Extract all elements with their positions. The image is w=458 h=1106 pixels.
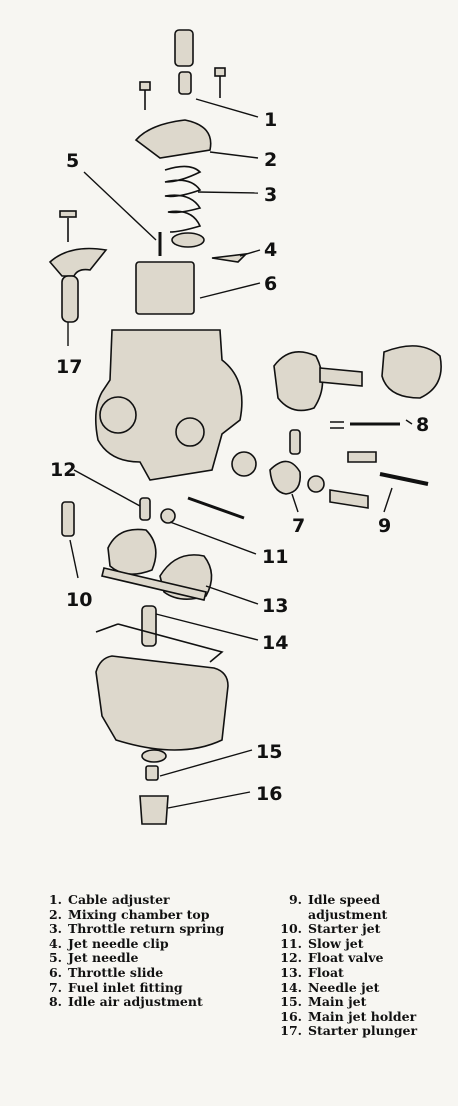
legend-right-column: 9. Idle speed adjustment 10. Starter jet 1… <box>268 892 453 1039</box>
legend-left-column: 1. Cable adjuster 2. Mixing chamber top 3.… <box>28 892 233 1010</box>
legend-number: 15. <box>280 994 302 1010</box>
callout-13: 13 <box>262 595 288 617</box>
carburetor-exploded-diagram: 1 2 3 4 5 6 7 8 9 10 11 12 13 14 15 16 1… <box>48 29 442 825</box>
leader-lines <box>67 98 413 809</box>
legend-label: Fuel inlet fitting <box>68 979 183 995</box>
legend-item: 6. Throttle slide <box>28 964 233 981</box>
legend-item: 14. Needle jet <box>268 979 453 996</box>
legend-item: 3. Throttle return spring <box>28 922 233 937</box>
legend-number: 10. <box>280 921 302 937</box>
legend-item: 9. Idle speed adjustment <box>268 892 453 922</box>
legend-item: 4. Jet needle clip <box>28 935 233 952</box>
callout-1: 1 <box>264 109 277 131</box>
legend-label: Idle air adjustment <box>68 994 203 1010</box>
callout-15: 15 <box>256 741 282 763</box>
legend-number: 14. <box>280 979 302 995</box>
legend-number: 8. <box>48 994 62 1010</box>
legend-label: Jet needle <box>68 950 139 966</box>
legend-label: Slow jet <box>308 935 364 951</box>
callout-numbers: 1 2 3 4 5 6 7 8 9 10 11 12 13 14 15 16 1… <box>50 109 429 805</box>
callout-6: 6 <box>264 273 277 295</box>
legend-label: Float <box>308 964 344 980</box>
legend-label: Float valve <box>308 950 384 966</box>
legend-label: Mixing chamber top <box>68 906 210 922</box>
legend-number: 7. <box>48 979 62 995</box>
legend-number: 5. <box>48 950 62 966</box>
legend-item: 16. Main jet holder <box>268 1008 453 1025</box>
legend-label: Cable adjuster <box>68 892 170 907</box>
legend-number: 17. <box>280 1023 302 1039</box>
legend-label: Main jet holder <box>308 1008 417 1024</box>
legend-label: Main jet <box>308 994 367 1010</box>
legend-number: 3. <box>48 921 62 937</box>
legend-item: 15. Main jet <box>268 995 453 1010</box>
legend-item: 2. Mixing chamber top <box>28 906 233 923</box>
callout-7: 7 <box>292 515 305 537</box>
legend-item: 1. Cable adjuster <box>28 892 233 908</box>
legend-label: Starter plunger <box>308 1023 418 1039</box>
legend-item: 11. Slow jet <box>268 935 453 952</box>
callout-14: 14 <box>262 632 288 654</box>
legend-number: 4. <box>48 935 62 951</box>
legend-item: 5. Jet needle <box>28 951 233 966</box>
part-drawings <box>48 29 442 825</box>
legend-label: Needle jet <box>308 979 380 995</box>
callout-5: 5 <box>66 150 79 172</box>
legend-item: 12. Float valve <box>268 951 453 966</box>
legend-number: 13. <box>280 964 302 980</box>
callout-17: 17 <box>56 356 82 378</box>
callout-3: 3 <box>264 184 277 206</box>
legend-item: 13. Float <box>268 964 453 981</box>
legend-label: Throttle return spring <box>68 921 225 937</box>
legend-label: Jet needle clip <box>68 935 169 951</box>
callout-2: 2 <box>264 149 277 171</box>
legend-number: 2. <box>48 906 62 922</box>
legend-number: 11. <box>280 935 302 951</box>
legend-item: 8. Idle air adjustment <box>28 995 233 1010</box>
legend-label: Idle speed adjustment <box>308 892 388 922</box>
callout-11: 11 <box>262 546 288 568</box>
legend-number: 6. <box>48 964 62 980</box>
callout-9: 9 <box>378 515 391 537</box>
callout-4: 4 <box>264 239 277 261</box>
legend-number: 1. <box>48 892 62 907</box>
legend-number: 12. <box>280 950 302 966</box>
callout-10: 10 <box>66 589 92 611</box>
legend-label: Starter jet <box>308 921 381 937</box>
legend-label: Throttle slide <box>68 964 164 980</box>
callout-8: 8 <box>416 414 429 436</box>
callout-12: 12 <box>50 459 76 481</box>
legend-item: 7. Fuel inlet fitting <box>28 979 233 996</box>
legend-number: 16. <box>280 1008 302 1024</box>
legend-item: 17. Starter plunger <box>268 1024 453 1039</box>
legend-number: 9. <box>288 892 302 907</box>
callout-16: 16 <box>256 783 282 805</box>
legend-item: 10. Starter jet <box>268 922 453 937</box>
